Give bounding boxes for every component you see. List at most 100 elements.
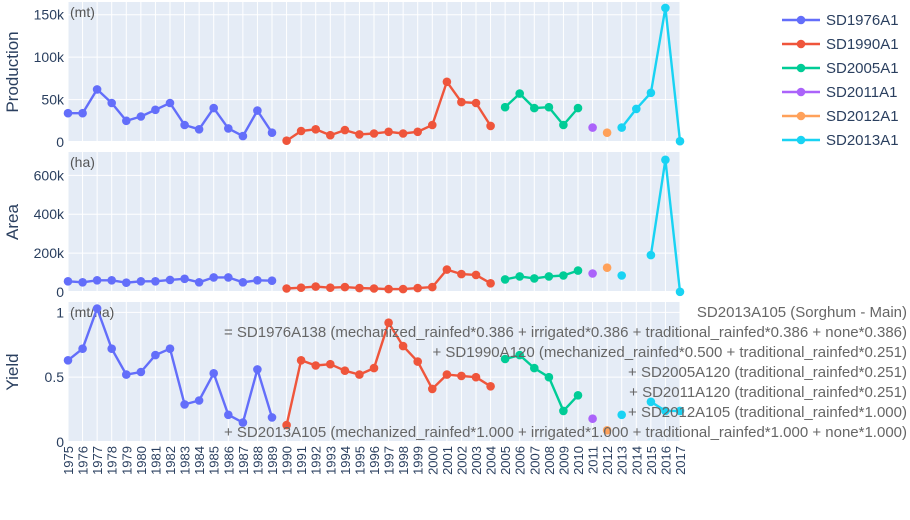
data-point xyxy=(238,278,248,287)
series-SD2005A1 xyxy=(500,350,583,416)
data-point xyxy=(209,103,218,113)
data-point xyxy=(107,276,116,285)
x-tick-label: 2007 xyxy=(527,446,542,475)
data-point xyxy=(384,318,393,328)
series-SD2012A1 xyxy=(602,426,612,435)
data-point xyxy=(573,391,583,400)
x-tick-label: 1999 xyxy=(411,446,426,475)
annotation-line: + SD2012A105 (traditional_rainfed*1.000) xyxy=(628,404,907,421)
annotation-line: SD2013A105 (Sorghum - Main) xyxy=(697,304,907,321)
data-point xyxy=(165,275,175,285)
data-point xyxy=(500,354,510,364)
x-tick-label: 1981 xyxy=(148,446,163,475)
series-SD2013A1 xyxy=(617,3,685,146)
y-axis-title: Production xyxy=(3,31,22,112)
x-tick-label: 2005 xyxy=(498,446,513,475)
data-point xyxy=(588,269,597,278)
data-point xyxy=(442,77,452,87)
data-point xyxy=(398,341,408,351)
series-SD2013A1 xyxy=(617,155,685,297)
data-point xyxy=(194,125,204,134)
data-point xyxy=(238,131,248,141)
data-point xyxy=(530,274,539,283)
data-point xyxy=(151,350,160,360)
data-point xyxy=(151,277,160,286)
data-point xyxy=(296,283,306,293)
data-point xyxy=(369,284,379,293)
x-tick-label: 2002 xyxy=(454,446,469,475)
data-point xyxy=(559,120,568,130)
data-point xyxy=(428,384,437,394)
x-tick-label: 1982 xyxy=(163,446,178,475)
legend-swatch-marker xyxy=(796,111,806,121)
data-point xyxy=(646,250,656,260)
y-axis-title: Yield xyxy=(3,353,22,390)
y-tick-label: 600k xyxy=(34,167,65,183)
legend-item-sd2005a1[interactable]: SD2005A1 xyxy=(782,60,899,77)
data-point xyxy=(617,123,626,132)
y-tick-label: 1 xyxy=(56,304,64,320)
x-tick-label: 1992 xyxy=(309,446,324,475)
x-tick-label: 2017 xyxy=(673,446,688,475)
data-point xyxy=(296,356,306,365)
x-tick-label: 1993 xyxy=(323,446,338,475)
data-point xyxy=(63,277,73,286)
data-point xyxy=(471,270,481,280)
data-point xyxy=(355,130,364,139)
panel-area: 0 200k 400k 600k Area (ha) xyxy=(3,152,685,300)
annotation-line: = SD1976A138 (mechanized_rainfed*0.386 +… xyxy=(224,324,907,341)
data-point xyxy=(602,426,612,435)
data-point xyxy=(515,89,524,98)
data-point xyxy=(78,108,87,118)
series-SD2011A1 xyxy=(588,123,597,132)
data-point xyxy=(471,98,481,108)
data-point xyxy=(398,129,408,138)
data-point xyxy=(78,344,87,354)
legend-item-sd2012a1[interactable]: SD2012A1 xyxy=(782,108,899,125)
data-point xyxy=(296,126,306,136)
data-point xyxy=(180,120,189,130)
data-point xyxy=(92,85,102,94)
series-SD1976A1 xyxy=(63,273,277,288)
data-point xyxy=(253,276,262,285)
data-point xyxy=(500,275,510,284)
data-point xyxy=(311,361,321,370)
data-point xyxy=(194,278,204,287)
data-point xyxy=(355,370,364,379)
data-point xyxy=(661,406,670,416)
data-point xyxy=(165,98,175,108)
data-point xyxy=(413,357,423,366)
x-tick-label: 2003 xyxy=(469,446,484,475)
data-point xyxy=(224,124,233,133)
x-tick-label: 2009 xyxy=(556,446,571,475)
data-point xyxy=(559,406,568,416)
data-point xyxy=(500,102,510,112)
legend-item-sd2013a1[interactable]: SD2013A1 xyxy=(782,132,899,149)
x-tick-label: 2004 xyxy=(484,446,499,475)
x-tick-label: 1983 xyxy=(178,446,193,475)
data-point xyxy=(282,420,291,430)
legend-item-sd1976a1[interactable]: SD1976A1 xyxy=(782,12,899,29)
data-point xyxy=(486,121,495,131)
data-point xyxy=(515,272,524,281)
x-tick-label: 1977 xyxy=(90,446,105,475)
data-point xyxy=(355,283,364,293)
data-point xyxy=(165,344,175,354)
legend-label: SD1990A1 xyxy=(826,36,899,53)
series-SD2012A1 xyxy=(602,263,612,273)
chart-panels: 0 50k 100k 150k Production (mt) 0 200k 400k 600k A… xyxy=(3,2,688,475)
legend-item-sd1990a1[interactable]: SD1990A1 xyxy=(782,36,899,53)
legend[interactable]: SD1976A1 SD1990A1 SD2005A1 SD2011A1 SD2012A1… xyxy=(782,12,899,149)
legend-item-sd2011a1[interactable]: SD2011A1 xyxy=(782,84,897,101)
x-tick-label: 2000 xyxy=(425,446,440,475)
x-tick-label: 2016 xyxy=(658,446,673,475)
legend-swatch-marker xyxy=(796,87,806,97)
data-point xyxy=(413,127,423,137)
series-SD2012A1 xyxy=(602,128,612,137)
annotation-line: + SD2013A105 (mechanized_rainfed*1.000 +… xyxy=(224,424,907,441)
data-point xyxy=(326,130,335,140)
data-point xyxy=(311,125,321,134)
data-point xyxy=(384,284,393,294)
data-point xyxy=(253,106,262,115)
series-SD2011A1 xyxy=(588,414,597,424)
